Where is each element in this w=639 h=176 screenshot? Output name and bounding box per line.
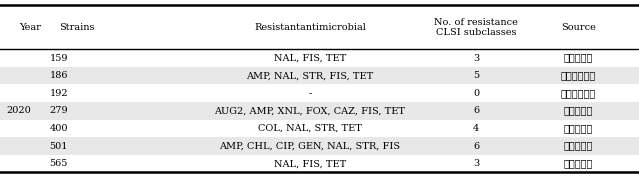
Bar [0, 102, 639, 120]
Text: 159: 159 [50, 54, 68, 63]
Text: -: - [308, 89, 312, 98]
Bar [0, 67, 639, 84]
Text: 186: 186 [50, 71, 68, 80]
Text: 279: 279 [49, 106, 68, 115]
Text: 3: 3 [473, 54, 479, 63]
Text: 3: 3 [473, 159, 479, 168]
Text: 6: 6 [473, 106, 479, 115]
Text: 192: 192 [49, 89, 68, 98]
Text: 닭고기수입: 닭고기수입 [564, 142, 593, 151]
Text: 400: 400 [50, 124, 68, 133]
Text: 돼지고기수입: 돼지고기수입 [560, 89, 596, 98]
Text: AMP, NAL, STR, FIS, TET: AMP, NAL, STR, FIS, TET [246, 71, 374, 80]
Bar [0, 137, 639, 155]
Text: 4: 4 [473, 124, 479, 133]
Text: 2020: 2020 [7, 106, 31, 115]
Text: COL, NAL, STR, TET: COL, NAL, STR, TET [258, 124, 362, 133]
Text: 0: 0 [473, 89, 479, 98]
Text: 501: 501 [50, 142, 68, 151]
Text: 닭고기수입: 닭고기수입 [564, 54, 593, 63]
Text: AMP, CHL, CIP, GEN, NAL, STR, FIS: AMP, CHL, CIP, GEN, NAL, STR, FIS [219, 142, 401, 151]
Text: 닭고기수입: 닭고기수입 [564, 124, 593, 133]
Text: AUG2, AMP, XNL, FOX, CAZ, FIS, TET: AUG2, AMP, XNL, FOX, CAZ, FIS, TET [215, 106, 405, 115]
Text: NAL, FIS, TET: NAL, FIS, TET [273, 54, 346, 63]
Text: Source: Source [561, 23, 596, 32]
Text: 돼지고기수입: 돼지고기수입 [560, 71, 596, 80]
Text: 6: 6 [473, 142, 479, 151]
Text: Resistantantimicrobial: Resistantantimicrobial [254, 23, 366, 32]
Text: 5: 5 [473, 71, 479, 80]
Text: 565: 565 [50, 159, 68, 168]
Text: Year: Year [19, 23, 41, 32]
Text: No. of resistance
CLSI subclasses: No. of resistance CLSI subclasses [434, 18, 518, 37]
Text: 닭고기수입: 닭고기수입 [564, 106, 593, 115]
Text: 닭고기수입: 닭고기수입 [564, 159, 593, 168]
Text: NAL, FIS, TET: NAL, FIS, TET [273, 159, 346, 168]
Text: Strains: Strains [59, 23, 95, 32]
